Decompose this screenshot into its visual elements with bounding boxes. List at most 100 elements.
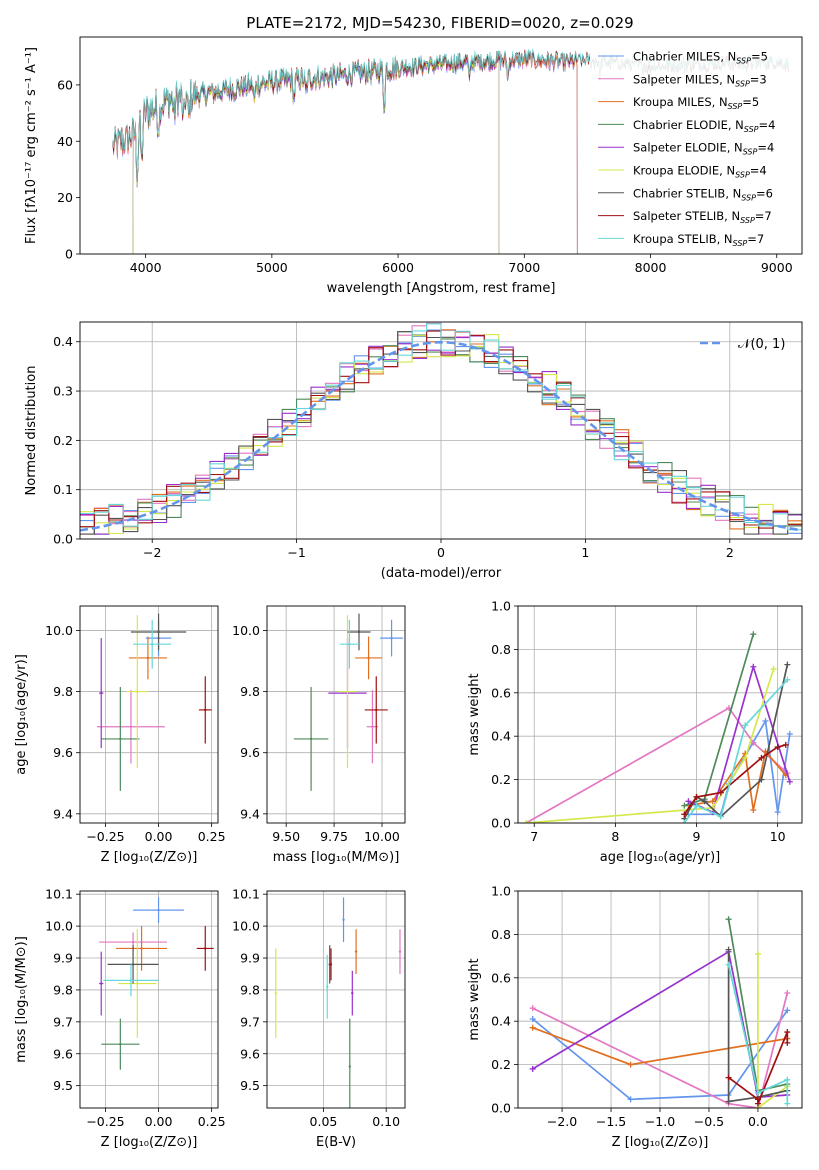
series-marker <box>784 1007 791 1014</box>
series-marker <box>774 809 781 816</box>
figure-title: PLATE=2172, MJD=54230, FIBERID=0020, z=0… <box>246 14 633 32</box>
legend-label: Chabrier ELODIE, NSSP=4 <box>633 118 775 134</box>
series-marker <box>681 802 688 809</box>
series-marker <box>754 1100 761 1107</box>
legend-label-count: =6 <box>756 186 773 200</box>
legend-normal-label: 𝒩(0, 1) <box>738 337 785 352</box>
data-point <box>375 708 378 712</box>
series-marker <box>750 739 757 746</box>
series-marker <box>693 793 700 800</box>
series-marker <box>701 798 708 805</box>
y-tick-label: 0.6 <box>491 685 511 700</box>
series-marker <box>786 731 793 738</box>
age_vs_mass-frame <box>266 605 406 824</box>
series-marker <box>627 1061 634 1068</box>
data-point <box>371 725 374 728</box>
spectrum-axes: 4000 5000 6000 7000 8000 9000 0 20 40 60 wavelengt… <box>24 47 793 296</box>
x-tick-label: 7000 <box>508 260 540 275</box>
series-marker <box>758 754 765 761</box>
legend-label-subscript: SSP <box>744 125 759 134</box>
y-tick-label: 0.3 <box>53 384 73 399</box>
x-tick-label: 0.25 <box>198 1114 226 1129</box>
series-marker <box>784 1029 791 1036</box>
legend-label-main: Salpeter STELIB, N <box>633 209 740 223</box>
y-tick-label: 9.8 <box>240 982 260 997</box>
legend-label-main: Kroupa ELODIE, N <box>633 164 735 178</box>
data-point <box>119 737 122 741</box>
series-marker <box>717 813 724 820</box>
series-marker <box>725 961 732 968</box>
weight_vs_Z-axes: −2.0 −1.5 −1.0 −0.5 0.0 0.0 0.2 0.4 0.6 0.8 1.0 Z [… <box>467 884 802 1150</box>
data-point <box>204 947 207 950</box>
legend-label-count: =4 <box>759 118 776 132</box>
data-point <box>274 991 277 995</box>
data-point <box>157 908 160 912</box>
x-axis-label: E(B-V) <box>316 1135 356 1150</box>
x-axis-label: (data-model)/error <box>381 566 502 581</box>
series-marker <box>725 1098 732 1105</box>
y-tick-label: 10.1 <box>45 887 73 902</box>
x-tick-label: 0.00 <box>145 829 173 844</box>
x-tick-label: 4000 <box>130 260 162 275</box>
series-marker <box>725 946 732 953</box>
legend-label-count: =3 <box>750 72 767 86</box>
y-tick-label: 0.0 <box>491 816 511 831</box>
series-marker <box>754 1089 761 1096</box>
y-tick-label: 9.6 <box>53 1046 73 1061</box>
data-point <box>398 950 402 953</box>
weight_vs_Z-lines <box>529 916 791 1108</box>
x-tick-label: 2 <box>726 545 734 560</box>
legend-label-subscript: SSP <box>728 102 743 111</box>
y-tick-label: 9.7 <box>240 1014 260 1029</box>
x-tick-label: 5000 <box>256 260 288 275</box>
x-axis-label: Z [log₁₀(Z/Z⊙)] <box>101 850 198 865</box>
x-tick-label: −1.0 <box>645 1114 675 1129</box>
legend-label: Chabrier STELIB, NSSP=6 <box>633 186 773 202</box>
x-tick-label: 7 <box>530 829 538 844</box>
x-tick-label: 1 <box>581 545 589 560</box>
data-point <box>129 725 133 728</box>
series-marker <box>784 676 791 683</box>
y-tick-label: 9.5 <box>240 1078 260 1093</box>
legend-label-subscript: SSP <box>735 171 750 180</box>
y-tick-label: 60 <box>57 77 73 92</box>
y-tick-label: 0.8 <box>491 927 511 942</box>
y-tick-label: 9.4 <box>53 806 73 821</box>
y-tick-label: 40 <box>57 134 73 149</box>
series-marker <box>529 1005 536 1012</box>
y-tick-label: 9.6 <box>240 745 260 760</box>
y-axis-label: Normed distribution <box>24 366 39 496</box>
x-tick-label: −0.25 <box>86 829 124 844</box>
y-tick-label: 10.0 <box>45 623 73 638</box>
data-point <box>136 982 139 985</box>
series-marker <box>784 661 791 668</box>
x-tick-label: −2.0 <box>547 1114 577 1129</box>
series-marker <box>529 1024 536 1031</box>
data-point <box>367 656 370 660</box>
series-marker <box>529 1065 536 1072</box>
legend-label-subscript: SSP <box>741 193 756 202</box>
x-tick-label: 6000 <box>382 260 414 275</box>
series-marker <box>627 1096 634 1103</box>
data-point <box>326 985 329 988</box>
y-tick-label: 1.0 <box>491 884 511 899</box>
legend-label: Kroupa STELIB, NSSP=7 <box>633 232 764 248</box>
series-marker <box>717 789 724 796</box>
y-axis-label: mass weight <box>467 673 482 755</box>
x-tick-label: −2 <box>143 545 161 560</box>
mass_vs_ebv-frame <box>266 890 406 1109</box>
age_vs_Z-axes: −0.25 0.00 0.25 9.4 9.6 9.8 10.0 Z [log₁₀(Z/Z⊙)… <box>14 606 226 865</box>
legend-label-count: =7 <box>747 232 764 246</box>
x-axis-label: mass [log₁₀(M/M⊙)] <box>273 850 400 865</box>
y-tick-label: 0.0 <box>491 1101 511 1116</box>
mass_vs_Z-axes: −0.25 0.00 0.25 9.5 9.6 9.7 9.8 9.9 10.0 10.1 Z [l… <box>14 887 226 1150</box>
y-axis-label: mass [log₁₀(M/M⊙)] <box>14 936 29 1063</box>
y-tick-label: 0.2 <box>491 772 511 787</box>
series-marker <box>725 916 732 923</box>
series-marker <box>742 722 749 729</box>
y-axis-label: age [log₁₀(age/yr)] <box>14 654 29 775</box>
x-tick-label: 9.75 <box>320 829 348 844</box>
weight_vs_age-lines <box>523 631 793 823</box>
data-point <box>146 656 150 660</box>
